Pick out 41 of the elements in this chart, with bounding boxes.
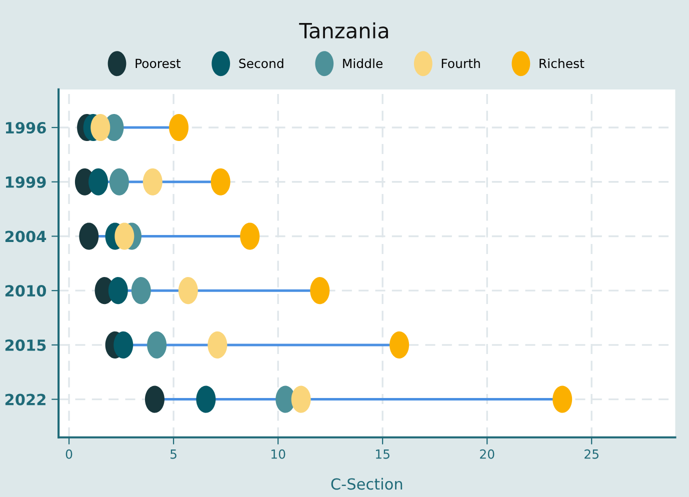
y-tick-label: 1996 xyxy=(6,122,46,134)
point xyxy=(90,114,110,142)
point xyxy=(109,168,129,196)
point xyxy=(276,386,296,413)
point xyxy=(178,277,198,304)
legend-label: Fourth xyxy=(442,58,480,68)
x-tick-label: 10 xyxy=(271,449,286,459)
point xyxy=(79,222,99,250)
y-tick-label: 2015 xyxy=(5,339,46,351)
point xyxy=(210,168,230,196)
y-tick-label: 2022 xyxy=(5,394,46,406)
point xyxy=(108,277,128,304)
legend-label: Richest xyxy=(540,58,584,68)
point xyxy=(144,386,164,413)
x-tick-label: 25 xyxy=(584,449,598,459)
legend-label: Middle xyxy=(343,58,382,68)
point xyxy=(390,331,410,358)
point xyxy=(88,168,108,196)
y-tick-label: 2004 xyxy=(5,230,46,242)
point xyxy=(114,222,134,250)
point xyxy=(552,386,572,413)
x-tick-label: 5 xyxy=(170,450,176,459)
legend-label: Second xyxy=(239,58,284,68)
point xyxy=(142,168,162,196)
point xyxy=(291,386,311,413)
y-tick-label: 2010 xyxy=(5,285,46,297)
point xyxy=(196,386,216,413)
point xyxy=(147,331,167,358)
x-tick-label: 15 xyxy=(376,450,390,459)
x-tick-label: 0 xyxy=(66,449,72,459)
x-tick-label: 20 xyxy=(480,449,494,459)
point xyxy=(208,331,228,358)
point xyxy=(169,114,189,142)
point xyxy=(240,222,260,250)
x-axis-title: C-Section xyxy=(331,478,402,490)
point xyxy=(114,331,134,358)
legend-label: Poorest xyxy=(136,58,181,68)
y-tick-label: 1999 xyxy=(6,176,46,188)
chart-title: Tanzania xyxy=(299,22,388,38)
point xyxy=(131,277,151,304)
point xyxy=(310,277,330,304)
